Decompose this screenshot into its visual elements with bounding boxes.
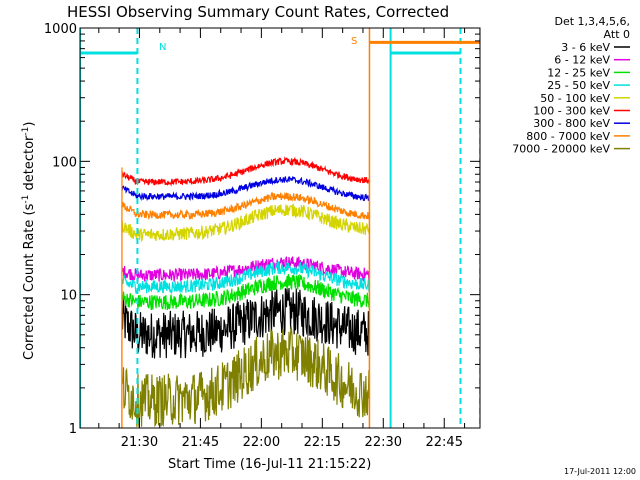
marker-label-N: N [159, 42, 166, 53]
x-tick-label: 22:45 [426, 435, 463, 450]
legend-entry-label: 800 - 7000 keV [526, 130, 610, 143]
legend-entry-label: 3 - 6 keV [561, 41, 610, 54]
chart-title: HESSI Observing Summary Count Rates, Cor… [67, 3, 449, 21]
x-tick-label: 22:30 [365, 435, 402, 450]
y-tick-label: 10 [60, 289, 77, 304]
y-axis-label: Corrected Count Rate (s-1 detector-1) [21, 122, 37, 360]
series-line-5 [121, 156, 370, 187]
footer-date: 17-Jul-2011 12:00 [564, 467, 636, 476]
legend-entry-label: 12 - 25 keV [547, 66, 610, 79]
series-line-2 [121, 273, 371, 311]
legend-entry-label: 7000 - 20000 keV [512, 143, 610, 156]
night-markers [80, 28, 480, 428]
x-tick-label: 22:15 [304, 435, 341, 450]
x-axis-label: Start Time (16-Jul-11 21:15:22) [168, 457, 371, 472]
legend-entry-label: 300 - 800 keV [533, 117, 610, 130]
legend-entry-label: 100 - 300 keV [533, 105, 610, 118]
legend-entry-label: 25 - 50 keV [547, 79, 610, 92]
x-axis: 21:30 21:45 22:00 22:15 22:30 22:45 [98, 28, 466, 450]
legend-entry-label: 6 - 12 keV [554, 54, 610, 67]
y-axis: 1 10 100 1000 [44, 22, 480, 437]
plot-frame [79, 27, 481, 429]
marker-label-S: S [351, 36, 357, 47]
legend-header-1: Det 1,3,4,5,6, [554, 15, 630, 28]
series-layer [121, 146, 371, 428]
series-line-0 [121, 288, 371, 359]
legend-header-2: Att 0 [604, 28, 630, 41]
x-tick-label: 21:30 [121, 435, 158, 450]
x-tick-label: 21:45 [182, 435, 219, 450]
series-line-7 [121, 191, 371, 221]
x-tick-label: 22:00 [243, 435, 280, 450]
y-tick-label: 1 [69, 422, 77, 437]
series-line-3 [121, 261, 371, 295]
legend-entry-label: 50 - 100 keV [540, 92, 610, 105]
y-tick-label: 1000 [44, 22, 77, 37]
series-line-8 [121, 326, 371, 428]
y-tick-label: 100 [52, 155, 77, 170]
series-line-6 [121, 175, 371, 202]
series-line-4 [121, 203, 370, 242]
